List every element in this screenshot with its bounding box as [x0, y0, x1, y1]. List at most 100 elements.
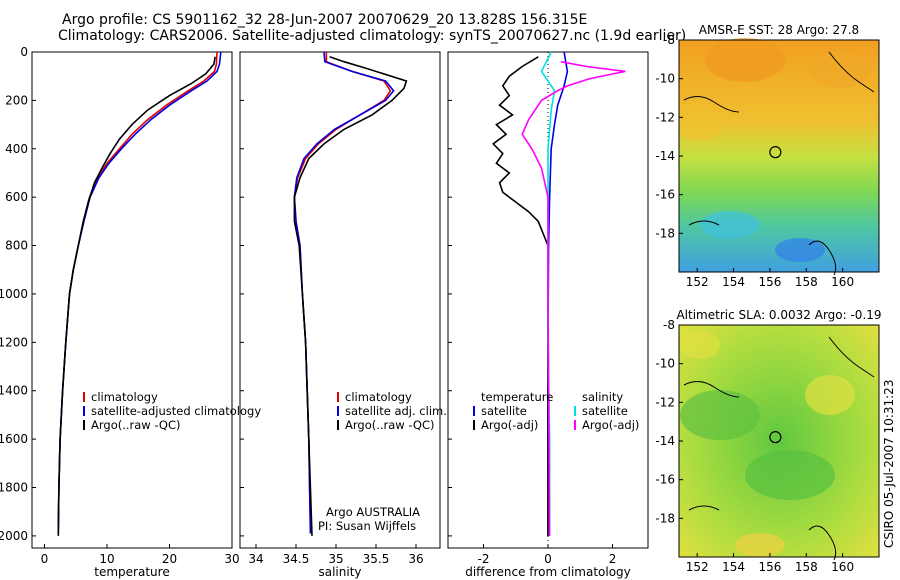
- annotation-line: Argo AUSTRALIA: [326, 505, 420, 519]
- legend-item: climatology: [91, 390, 158, 404]
- map-x-tick-label: 152: [686, 560, 709, 574]
- argo-position-marker: [769, 146, 782, 159]
- legend-item: satellite: [481, 404, 527, 418]
- map-y-tick-label: -8: [663, 318, 675, 332]
- map-y-tick-label: -16: [655, 188, 675, 202]
- coastline: [808, 525, 837, 561]
- legend-item: satellite: [582, 404, 628, 418]
- coastline: [688, 220, 720, 226]
- map-y-tick-label: -10: [655, 357, 675, 371]
- series-line-temperature-argo-adj-: [491, 56, 549, 536]
- map-y-tick-label: -12: [655, 395, 675, 409]
- map-blob: [745, 450, 835, 500]
- x-axis-label: salinity: [318, 565, 361, 579]
- legend-item: Argo(..raw -QC): [345, 418, 435, 432]
- map-blob: [680, 331, 720, 359]
- coastline: [808, 240, 837, 276]
- map-x-tick-label: 158: [795, 275, 818, 289]
- map-blob: [680, 120, 720, 140]
- panel-salinity: 34 34.5 35 35.5 36 salinity: [239, 51, 441, 579]
- y-tick-label: 200: [5, 93, 28, 107]
- map-blob: [705, 38, 785, 82]
- x-tick-label: 0: [41, 552, 49, 566]
- coastline: [683, 381, 740, 398]
- map-blob: [700, 211, 760, 239]
- y-tick-label: 800: [5, 239, 28, 253]
- header-line-2: Climatology: CARS2006. Satellite-adjuste…: [58, 28, 687, 44]
- header-line-1: Argo profile: CS 5901162_32 28-Jun-2007 …: [62, 12, 588, 28]
- map-y-tick-label: -12: [655, 110, 675, 124]
- x-tick-label: 20: [162, 552, 177, 566]
- map-y-tick-label: -18: [655, 511, 675, 525]
- map-y-tick-label: -16: [655, 473, 675, 487]
- x-tick-label: 0: [544, 552, 552, 566]
- legend-item: climatology: [345, 390, 412, 404]
- legend-item: Argo(-adj): [481, 418, 538, 432]
- x-tick-label: 10: [99, 552, 114, 566]
- annotation-line: PI: Susan Wijffels: [318, 519, 416, 533]
- map-y-tick-label: -18: [655, 226, 675, 240]
- y-tick-label: 1000: [0, 287, 28, 301]
- y-tick-label: 2000: [0, 529, 28, 543]
- map-blob: [810, 52, 870, 88]
- x-tick-label: 34.5: [283, 552, 310, 566]
- map-y-tick-label: -10: [655, 72, 675, 86]
- x-tick-label: 36: [408, 552, 423, 566]
- series-line-salinity-argo-adj-: [521, 60, 626, 536]
- y-tick-label: 1600: [0, 432, 28, 446]
- map-x-tick-label: 156: [758, 275, 781, 289]
- side-stamp: CSIRO 05-Jul-2007 10:31:23: [882, 380, 896, 548]
- series-line-argo-raw-qc-: [57, 56, 216, 536]
- x-tick-label: 35.5: [363, 552, 390, 566]
- panel-frame: [239, 51, 441, 549]
- x-tick-label: 34: [248, 552, 263, 566]
- map-x-tick-label: 152: [686, 275, 709, 289]
- map-x-tick-label: 154: [722, 275, 745, 289]
- map-y-tick-label: -8: [663, 33, 675, 47]
- map-y-tick-label: -14: [655, 149, 675, 163]
- coastline: [828, 51, 875, 93]
- coastline: [683, 96, 740, 113]
- y-tick-label: 1400: [0, 384, 28, 398]
- x-tick-label: 35: [328, 552, 343, 566]
- panel-frame: [31, 51, 233, 549]
- map-blob: [775, 238, 825, 262]
- map-sst_map: AMSR-E SST: 28 Argo: 27.8 152 154 156 158 160…: [655, 23, 880, 289]
- x-tick-label: 30: [224, 552, 239, 566]
- y-tick-label: 1800: [0, 481, 28, 495]
- x-tick-label: 2: [609, 552, 617, 566]
- legend-title: salinity: [582, 390, 623, 404]
- map-x-tick-label: 158: [795, 560, 818, 574]
- y-tick-label: 1200: [0, 335, 28, 349]
- x-axis-label: temperature: [94, 565, 169, 579]
- map-title: Altimetric SLA: 0.0032 Argo: -0.19: [676, 308, 881, 322]
- map-blob: [735, 533, 785, 557]
- map-blob: [805, 375, 855, 415]
- map-x-tick-label: 156: [758, 560, 781, 574]
- y-tick-label: 600: [5, 190, 28, 204]
- x-tick-label: -2: [477, 552, 489, 566]
- coastline: [688, 505, 720, 511]
- map-x-tick-label: 160: [831, 275, 854, 289]
- map-sla_map: Altimetric SLA: 0.0032 Argo: -0.19 152 154…: [655, 308, 881, 574]
- argo-position-marker: [769, 431, 782, 444]
- map-y-tick-label: -14: [655, 434, 675, 448]
- map-title: AMSR-E SST: 28 Argo: 27.8: [699, 23, 859, 37]
- y-tick-label: 0: [20, 45, 28, 59]
- map-blob: [680, 390, 760, 440]
- legend-item: satellite adj. clim.: [345, 404, 447, 418]
- panel-temperature: 0 10 20 30 0 200 400 600 800 1000 1200 1400 1600 1800…: [0, 45, 240, 579]
- legend-title: temperature: [481, 390, 553, 404]
- legend-item: Argo(..raw -QC): [91, 418, 181, 432]
- legend-item: satellite-adjusted climatology: [91, 404, 261, 418]
- map-x-tick-label: 160: [831, 560, 854, 574]
- y-tick-label: 400: [5, 142, 28, 156]
- coastline: [828, 336, 875, 378]
- legend-item: Argo(-adj): [582, 418, 639, 432]
- legend-difference: temperaturesatelliteArgo(-adj)salinitysa…: [473, 390, 639, 432]
- x-axis-label: difference from climatology: [465, 565, 631, 579]
